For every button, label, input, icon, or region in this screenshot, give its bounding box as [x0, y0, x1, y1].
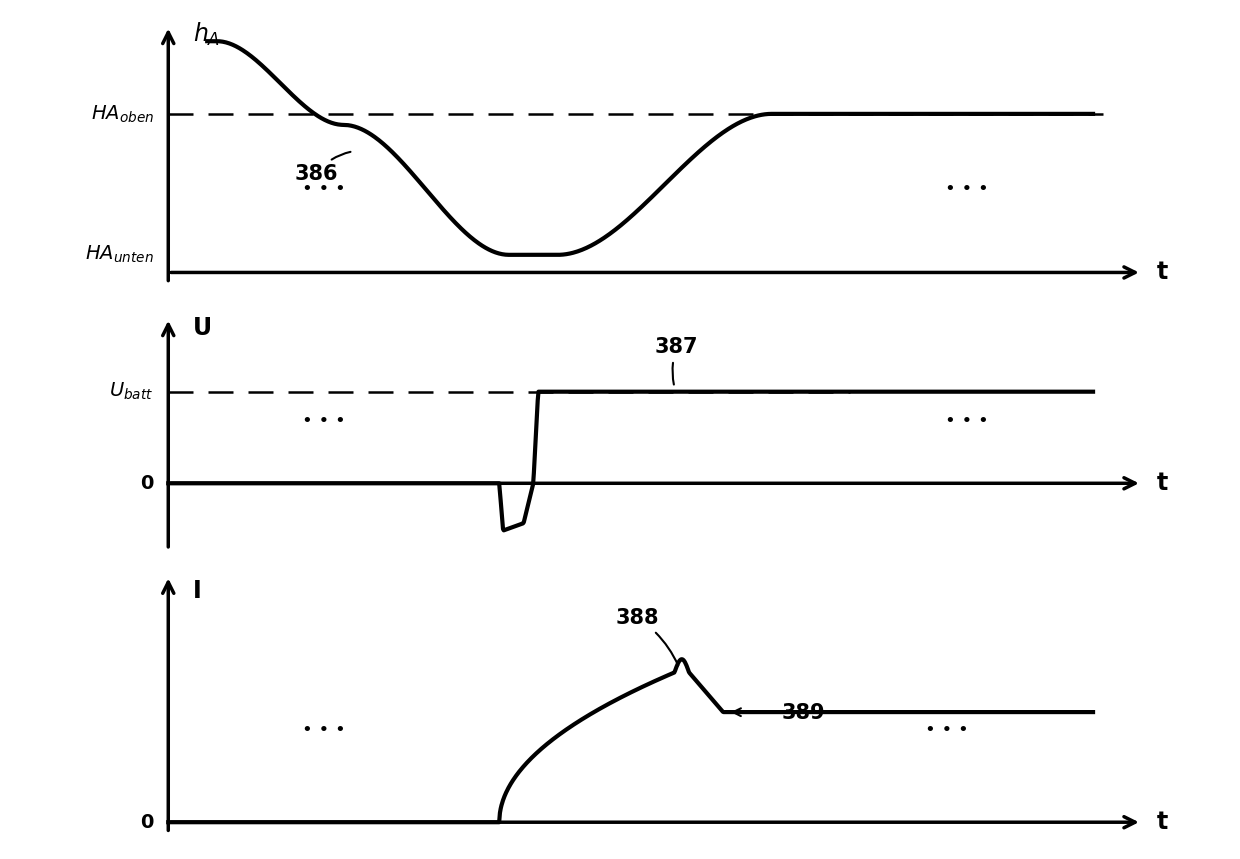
Text: t: t: [1157, 810, 1168, 834]
Text: • • •: • • •: [303, 721, 346, 739]
Text: t: t: [1157, 260, 1168, 284]
Text: U: U: [192, 316, 212, 340]
Text: $HA_{unten}$: $HA_{unten}$: [84, 244, 154, 265]
Text: • • •: • • •: [303, 180, 346, 198]
Text: 388: 388: [616, 608, 678, 666]
Text: • • •: • • •: [945, 412, 988, 430]
Text: I: I: [192, 579, 201, 603]
Text: $HA_{oben}$: $HA_{oben}$: [91, 103, 154, 125]
Text: 0: 0: [140, 813, 154, 832]
Text: • • •: • • •: [945, 180, 988, 198]
Text: • • •: • • •: [303, 412, 346, 430]
Text: • • •: • • •: [925, 721, 968, 739]
Text: 386: 386: [295, 152, 351, 184]
Text: t: t: [1157, 472, 1168, 496]
Text: $U_{batt}$: $U_{batt}$: [109, 381, 154, 402]
Text: 389: 389: [733, 703, 825, 722]
Text: 387: 387: [655, 338, 698, 385]
Text: 0: 0: [140, 474, 154, 493]
Text: $h_A$: $h_A$: [192, 21, 219, 48]
